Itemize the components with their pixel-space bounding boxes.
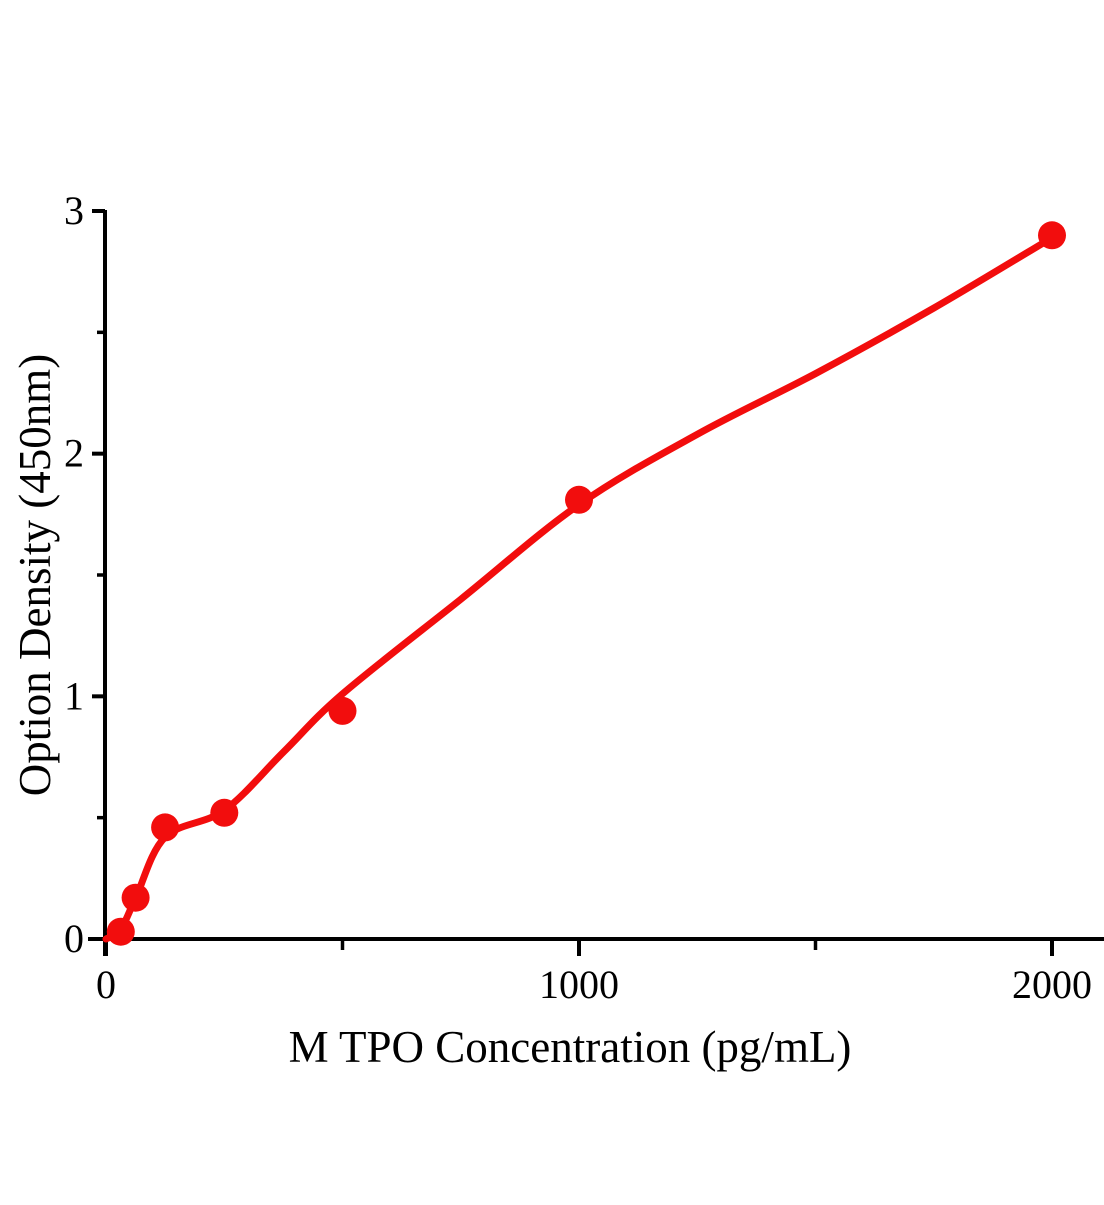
data-point-1000 (565, 485, 593, 514)
y-tick-label: 1 (64, 673, 84, 718)
y-tick-label: 0 (64, 916, 84, 961)
x-tick-label: 1000 (539, 962, 619, 1007)
x-tick-label: 0 (96, 962, 116, 1007)
data-point-62.5 (121, 883, 150, 912)
y-tick-label: 2 (64, 431, 84, 476)
data-point-2000 (1038, 221, 1066, 250)
standard-curve-line (102, 234, 1056, 943)
axis-ticks (92, 209, 1054, 956)
x-axis-title: M TPO Concentration (pg/mL) (289, 1022, 852, 1072)
data-point-31.25 (106, 917, 135, 946)
x-tick-label: 2000 (1012, 962, 1092, 1007)
data-points (106, 221, 1066, 946)
data-point-500 (328, 696, 357, 725)
data-point-250 (210, 798, 239, 827)
axis-tick-labels: 0 1 2 3 0 1000 2000 (64, 188, 1092, 1007)
y-tick-label: 3 (64, 188, 84, 233)
data-point-125 (151, 813, 180, 842)
y-axis-title: Option Density (450nm) (10, 354, 60, 796)
